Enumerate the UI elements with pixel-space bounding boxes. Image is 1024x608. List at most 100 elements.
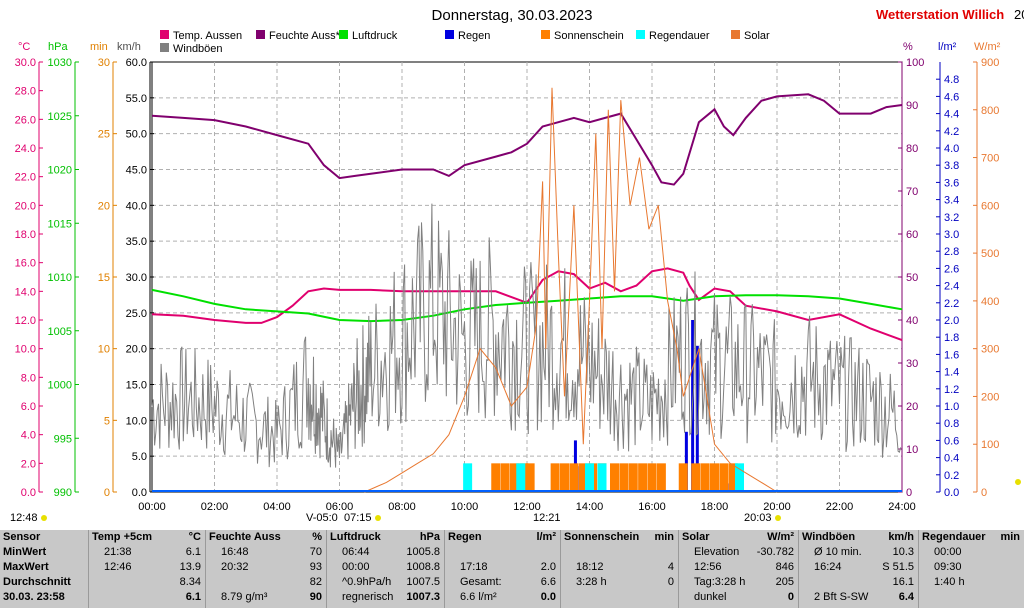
cell-label: 06:44 xyxy=(342,546,370,558)
minutes-axis-tick: 25 xyxy=(98,129,110,141)
column-header: Windböen xyxy=(802,531,856,543)
table-row: 1:40 h xyxy=(922,575,1024,590)
legend-label: Regendauer xyxy=(649,30,710,42)
rain-axis-tick: 1.6 xyxy=(944,349,959,361)
solar-axis-tick: 700 xyxy=(981,153,999,165)
table-column: Windböen km/h Ø 10 min. 10.3 16:24 S 51.5 16.1… xyxy=(798,530,918,608)
pressure-axis-tick: 990 xyxy=(54,487,72,499)
wind-axis-tick: 10.0 xyxy=(126,415,147,427)
table-row: 21:38 6.1 xyxy=(92,545,205,560)
wind-axis-tick: 30.0 xyxy=(126,272,147,284)
table-row: 00:00 1008.8 xyxy=(330,560,444,575)
legend-label: Temp. Aussen xyxy=(173,30,242,42)
cell-label: 12:56 xyxy=(694,561,722,573)
rain-axis-tick: 0.6 xyxy=(944,435,959,447)
bar-mark xyxy=(678,463,688,492)
sun-marker xyxy=(41,515,47,521)
bar-mark xyxy=(569,463,579,492)
row-label: MinWert xyxy=(3,546,47,558)
table-row: 16:24 S 51.5 xyxy=(802,560,918,575)
cell-label: 00:00 xyxy=(934,546,962,558)
stats-table: Sensor MinWert MaxWert Durchschnitt 30.03. 2… xyxy=(0,530,1024,608)
column-unit: min xyxy=(654,531,674,543)
table-column: Temp +5cm °C 21:38 6.1 12:46 13.9 8.34 6.1 xyxy=(88,530,205,608)
row-label: Durchschnitt xyxy=(3,576,71,588)
x-tick: 02:00 xyxy=(201,501,229,513)
rain-axis-tick: 0.4 xyxy=(944,453,959,465)
table-row: 82 xyxy=(209,575,326,590)
legend-swatch xyxy=(541,30,550,39)
table-column: Regendauer min 00:00 09:30 1:40 h xyxy=(918,530,1024,608)
legend-label: Regen xyxy=(458,30,490,42)
bar-mark xyxy=(691,463,701,492)
column-unit: l/m² xyxy=(536,531,556,543)
cell-label: 00:00 xyxy=(342,561,370,573)
rain-axis-tick: 0.8 xyxy=(944,418,959,430)
temp-axis-tick: 10.0 xyxy=(15,344,36,356)
marker-label: 12:21 xyxy=(533,512,561,524)
wind-axis-tick: 60.0 xyxy=(126,57,147,69)
x-tick: 14:00 xyxy=(576,501,604,513)
pressure-axis-tick: 1010 xyxy=(48,272,72,284)
table-row: 00:00 xyxy=(922,545,1024,560)
series-temp-aussen xyxy=(151,267,903,342)
cell-value: 90 xyxy=(309,591,322,603)
wind-axis-tick: 0.0 xyxy=(132,487,147,499)
table-row: ^0.9hPa/h 1007.5 xyxy=(330,575,444,590)
unit-minutes: min xyxy=(90,41,108,53)
unit-humidity: % xyxy=(903,41,913,53)
cell-label: 21:38 xyxy=(104,546,132,558)
legend-swatch xyxy=(256,30,265,39)
bar-mark xyxy=(500,463,510,492)
column-header: Luftdruck xyxy=(330,531,381,543)
unit-rain: l/m² xyxy=(938,41,957,53)
cell-value: -30.782 xyxy=(756,546,794,558)
cell-value: 846 xyxy=(775,561,794,573)
cell-label: 3:28 h xyxy=(576,576,607,588)
table-row xyxy=(564,590,678,605)
rain-axis-tick: 2.8 xyxy=(944,246,959,258)
humidity-axis-tick: 70 xyxy=(906,186,918,198)
table-row: 09:30 xyxy=(922,560,1024,575)
rain-axis-tick: 3.2 xyxy=(944,212,959,224)
temp-axis-tick: 30.0 xyxy=(15,57,36,69)
cell-label: 18:12 xyxy=(576,561,604,573)
column-header: Sonnenschein xyxy=(564,531,640,543)
pressure-axis-tick: 1025 xyxy=(48,111,72,123)
series-sonnenschein xyxy=(491,463,738,492)
table-row: Elevation -30.782 xyxy=(682,545,798,560)
humidity-axis-tick: 50 xyxy=(906,272,918,284)
table-row: 18:12 4 xyxy=(564,560,678,575)
temp-axis-tick: 12.0 xyxy=(15,315,36,327)
bar-mark xyxy=(719,463,729,492)
bar-mark xyxy=(550,463,560,492)
table-row: 2 Bft S-SW 6.4 xyxy=(802,590,918,605)
minutes-axis-tick: 20 xyxy=(98,200,110,212)
cell-label: Elevation xyxy=(694,546,740,558)
legend-swatch xyxy=(160,30,169,39)
pressure-axis-tick: 1030 xyxy=(48,57,72,69)
rain-axis-tick: 0.0 xyxy=(944,487,959,499)
table-column: Feuchte Auss% 16:48 70 20:32 93 82 8.79 g/m³ 90 xyxy=(205,530,326,608)
rain-axis-tick: 2.6 xyxy=(944,263,959,275)
legend-label: Solar xyxy=(744,30,770,42)
cell-value: 82 xyxy=(309,576,322,588)
bar-mark xyxy=(735,463,744,492)
cell-value: 2.0 xyxy=(540,561,556,573)
solar-axis-tick: 200 xyxy=(981,391,999,403)
time-markers: 12:48 V-05:0 07:15 12:21 20:03 xyxy=(10,479,1021,524)
wind-axis-tick: 50.0 xyxy=(126,129,147,141)
minutes-axis-tick: 15 xyxy=(98,272,110,284)
bar-mark xyxy=(647,463,657,492)
minutes-axis-tick: 30 xyxy=(98,57,110,69)
wind-axis-tick: 45.0 xyxy=(126,165,147,177)
temp-axis-tick: 14.0 xyxy=(15,286,36,298)
table-row: 16:48 70 xyxy=(209,545,326,560)
solar-axis-tick: 100 xyxy=(981,439,999,451)
wind-axis-tick: 25.0 xyxy=(126,308,147,320)
cell-value: 0.0 xyxy=(540,591,556,603)
cell-label: 20:32 xyxy=(221,561,249,573)
cell-value: 6.1 xyxy=(185,591,201,603)
wind-axis-tick: 35.0 xyxy=(126,236,147,248)
bar-mark xyxy=(728,463,738,492)
